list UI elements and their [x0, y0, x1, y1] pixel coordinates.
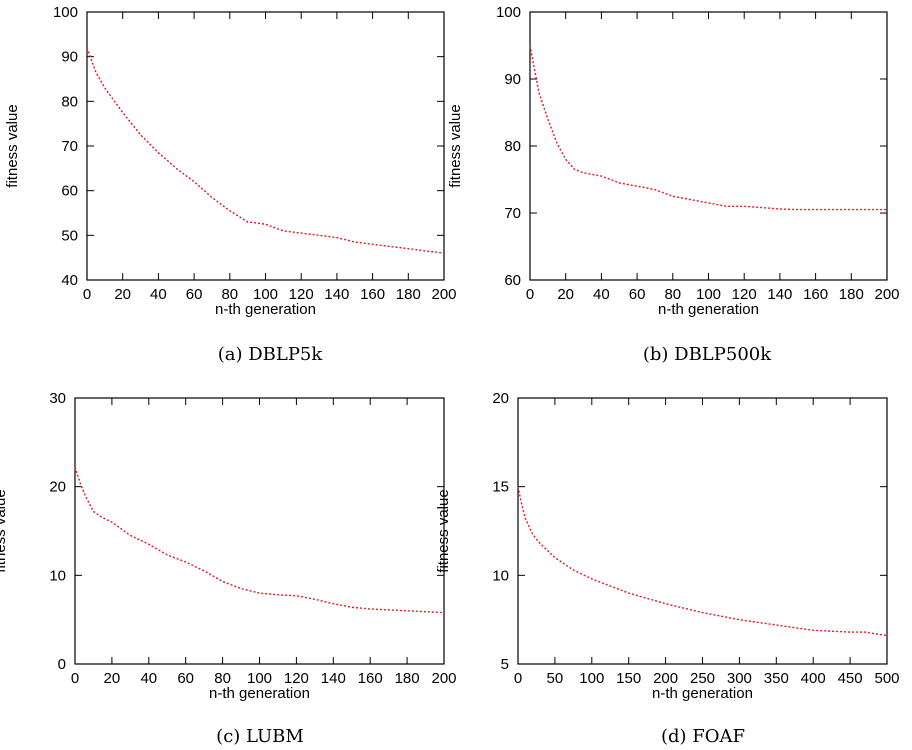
x-tick-label: 0 [83, 286, 91, 303]
x-tick-label: 400 [801, 670, 826, 687]
x-tick-label: 180 [839, 286, 864, 303]
y-tick-label: 10 [492, 567, 509, 584]
x-tick-label: 40 [150, 286, 167, 303]
y-axis-label: fitness value [0, 489, 9, 572]
x-axis-label: n-th generation [658, 301, 759, 318]
x-tick-label: 450 [838, 670, 863, 687]
y-axis-label: fitness value [447, 104, 464, 187]
x-tick-label: 60 [186, 286, 203, 303]
x-tick-label: 120 [732, 286, 757, 303]
y-axis-label: fitness value [435, 489, 452, 572]
y-tick-label: 50 [61, 227, 78, 244]
chart-caption: (c) LUBM [216, 726, 304, 747]
y-tick-label: 100 [496, 4, 521, 21]
y-tick-label: 30 [49, 390, 66, 407]
x-axis-label: n-th generation [209, 685, 310, 702]
x-tick-label: 160 [803, 286, 828, 303]
series-line-1 [74, 466, 445, 614]
x-tick-label: 60 [177, 670, 194, 687]
plot-frame [74, 397, 445, 665]
y-tick-label: 0 [58, 656, 66, 673]
x-tick-label: 200 [431, 670, 456, 687]
x-tick-label: 80 [214, 670, 231, 687]
y-tick-label: 90 [504, 71, 521, 88]
x-tick-label: 200 [431, 286, 456, 303]
x-tick-label: 350 [764, 670, 789, 687]
chart-caption: (b) DBLP500k [643, 344, 772, 365]
plot-frame [517, 397, 888, 665]
series-line-1 [86, 47, 445, 254]
y-axis-label: fitness value [4, 104, 21, 187]
y-tick-label: 15 [492, 479, 509, 496]
y-tick-label: 60 [61, 183, 78, 200]
x-tick-label: 50 [547, 670, 564, 687]
chart-panel-1: 0 20 40 60 80 100 120 140 160 180 200 40 50 60 70 80 90 1… [4, 4, 457, 365]
plot-frame [529, 11, 888, 281]
y-tick-label: 70 [61, 138, 78, 155]
x-tick-label: 160 [358, 670, 383, 687]
y-tick-label: 20 [492, 390, 509, 407]
y-tick-label: 70 [504, 205, 521, 222]
x-tick-label: 120 [289, 286, 314, 303]
x-tick-label: 500 [874, 670, 899, 687]
chart-panel-2: 0 20 40 60 80 100 120 140 160 180 20060708090100n-… [447, 4, 900, 365]
chart-caption: (a) DBLP5k [218, 344, 324, 365]
y-tick-label: 100 [53, 4, 78, 21]
y-tick-label: 80 [504, 138, 521, 155]
x-tick-label: 0 [514, 670, 522, 687]
y-tick-label: 60 [504, 272, 521, 289]
x-tick-label: 250 [690, 670, 715, 687]
y-tick-label: 10 [49, 567, 66, 584]
y-tick-label: 80 [61, 93, 78, 110]
x-axis-label: n-th generation [215, 301, 316, 318]
x-tick-label: 80 [664, 286, 681, 303]
series-line-1 [529, 45, 887, 211]
x-tick-label: 0 [526, 286, 534, 303]
x-tick-label: 40 [140, 670, 157, 687]
x-tick-label: 100 [247, 670, 272, 687]
y-tick-label: 20 [49, 479, 66, 496]
y-tick-label: 90 [61, 49, 78, 66]
x-tick-label: 120 [284, 670, 309, 687]
x-tick-label: 200 [874, 286, 899, 303]
x-tick-label: 0 [71, 670, 79, 687]
chart-panel-4: 0 50 100 150 200 250 300 350 400 450 500 5 10 15 20 n-t… [435, 390, 900, 747]
series-line-1 [517, 486, 888, 637]
x-tick-label: 20 [104, 670, 121, 687]
x-tick-label: 160 [360, 286, 385, 303]
y-tick-label: 40 [61, 272, 78, 289]
x-tick-label: 300 [727, 670, 752, 687]
chart-caption: (d) FOAF [661, 726, 745, 747]
x-tick-label: 140 [324, 286, 349, 303]
x-tick-label: 140 [767, 286, 792, 303]
x-tick-label: 60 [629, 286, 646, 303]
x-tick-label: 100 [579, 670, 604, 687]
x-tick-label: 20 [557, 286, 574, 303]
x-axis-label: n-th generation [652, 685, 753, 702]
y-tick-label: 5 [501, 656, 509, 673]
x-tick-label: 180 [396, 286, 421, 303]
x-tick-label: 80 [221, 286, 238, 303]
x-tick-label: 200 [653, 670, 678, 687]
plot-frame [86, 11, 445, 281]
chart-panel-3: 0 20 40 60 80 100 120 140 160 180 200 0 10 20 30 n-th g… [0, 390, 457, 747]
x-tick-label: 40 [593, 286, 610, 303]
x-tick-label: 100 [253, 286, 278, 303]
x-tick-label: 100 [696, 286, 721, 303]
x-tick-label: 150 [616, 670, 641, 687]
x-tick-label: 140 [321, 670, 346, 687]
x-tick-label: 180 [395, 670, 420, 687]
x-tick-label: 20 [114, 286, 131, 303]
